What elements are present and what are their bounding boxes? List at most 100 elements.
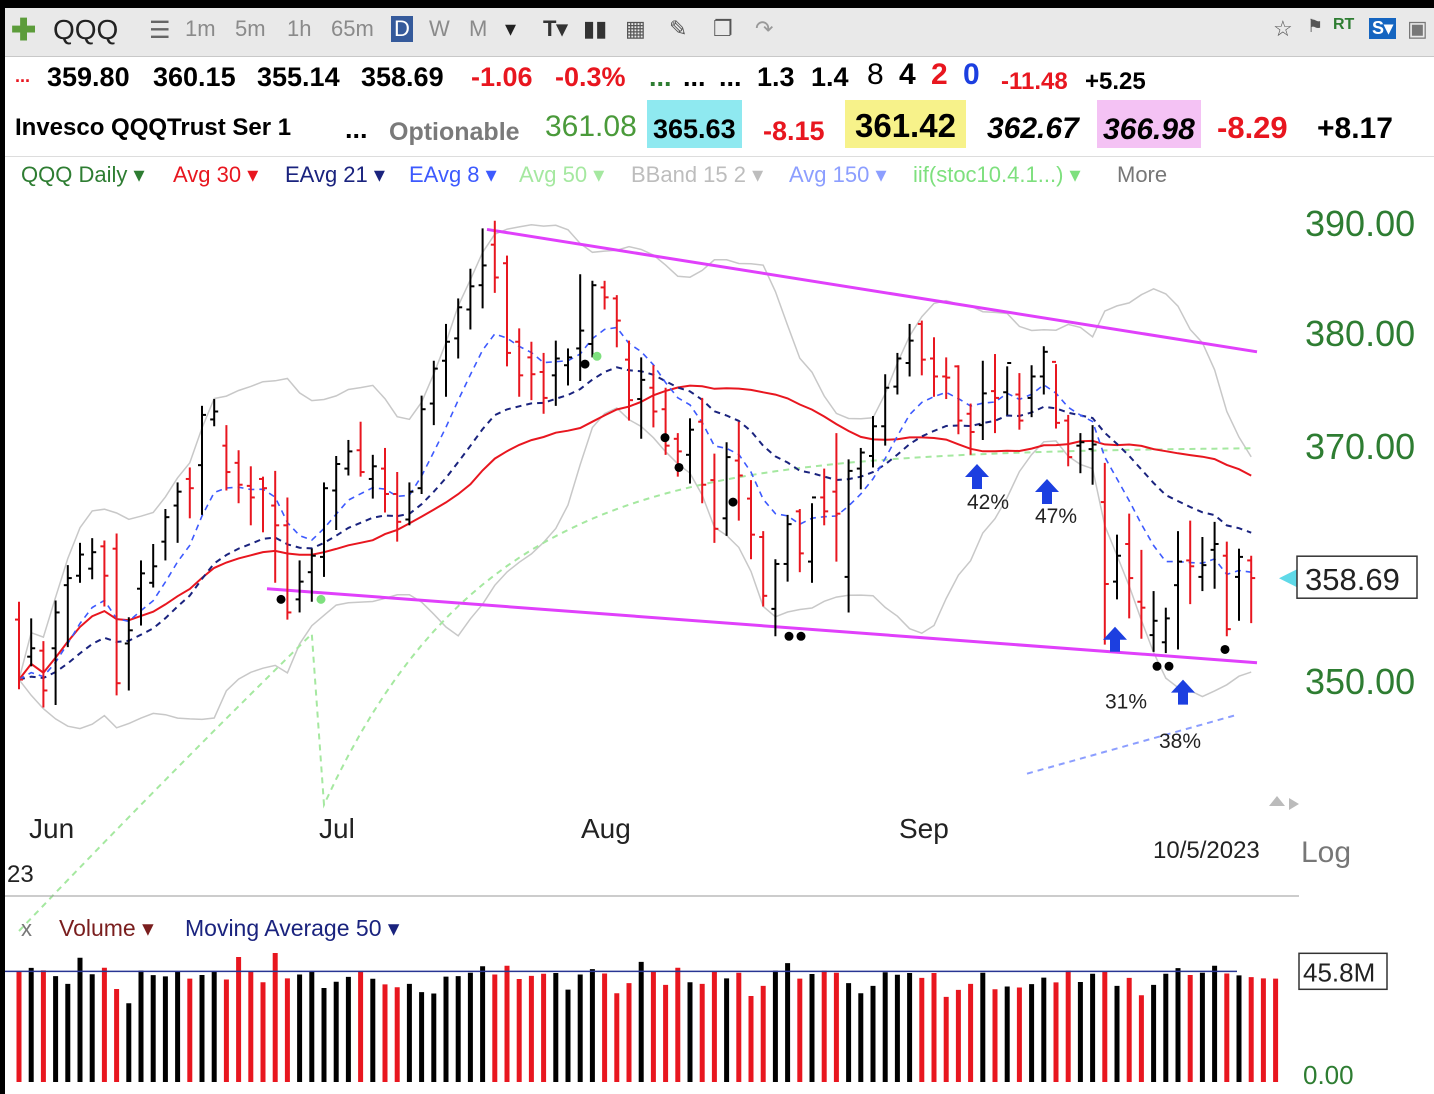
signal-dot [276, 594, 286, 604]
quote-change-pct: -0.3% [555, 62, 626, 92]
price-chart[interactable]: 42% 47% 31% 38% 390.00 380.00 370.00 350.00 358.… [5, 194, 1434, 1094]
quote-price-7: -8.29 [1217, 110, 1288, 145]
quote-price-1: 361.08 [545, 110, 637, 143]
quote-low: 355.14 [257, 62, 340, 92]
annotation-1: 47% [1035, 505, 1077, 528]
price-tick-380.00: 380.00 [1305, 313, 1415, 354]
last-price-marker-icon [1279, 569, 1297, 588]
overlay-2[interactable]: EAvg 21 ▾ [285, 162, 385, 187]
date-label: 10/5/2023 [1153, 837, 1260, 864]
x-month-Sep: Sep [899, 813, 949, 844]
quote-count-4: 4 [899, 58, 916, 91]
quote-value-2: 1.4 [811, 62, 849, 92]
quote-price-2: 365.63 [647, 100, 742, 148]
volume-ma-title: Moving Average 50 ▾ [185, 915, 400, 941]
chart-window: ✚ QQQ ☰ 1m 5m 1h 65m D W M ▾ T▾ ▮▮ ▦ ✎ ❐… [5, 8, 1434, 1094]
period-weekly[interactable]: W [429, 16, 450, 41]
quote-open: 359.80 [47, 62, 130, 92]
annotation-0: 42% [967, 491, 1009, 514]
price-tick-350.00: 350.00 [1305, 661, 1415, 702]
bar-style-icon[interactable]: ▮▮ [583, 16, 608, 41]
quote-count-8: 8 [867, 58, 884, 91]
overlay-1[interactable]: Avg 30 ▾ [173, 162, 259, 187]
x-month-Aug: Aug [581, 813, 631, 844]
blue-arrow-icon [1035, 478, 1059, 504]
signal-dot [592, 351, 602, 361]
quote-dots: ... [683, 62, 706, 92]
scroll-arrows-icon [1269, 796, 1299, 810]
layers-icon[interactable]: ❐ [713, 16, 733, 41]
symbol-label[interactable]: QQQ [53, 14, 119, 45]
signal-dot [796, 631, 806, 641]
interval-5m[interactable]: 5m [235, 16, 266, 41]
overlay-6[interactable]: Avg 150 ▾ [789, 162, 887, 187]
pencil-icon[interactable]: ✎ [669, 16, 688, 41]
blue-arrow-icon [965, 464, 989, 490]
quote-dots: ... [719, 62, 742, 92]
drag-handle-icon[interactable]: ☰ [149, 17, 171, 44]
annotation-3: 38% [1159, 730, 1201, 753]
period-dropdown-icon[interactable]: ▾ [505, 16, 517, 41]
quote-price-5: 362.67 [987, 112, 1079, 145]
volume-ma-box [1298, 952, 1388, 991]
annotation-2: 31% [1105, 691, 1147, 714]
bollinger-upper [18, 224, 1252, 680]
quote-price-3: -8.15 [763, 116, 825, 146]
signal-dot [728, 497, 738, 507]
x-month-Jul: Jul [319, 813, 355, 844]
overlay-3[interactable]: EAvg 8 ▾ [409, 162, 497, 187]
signal-dot [660, 433, 670, 443]
quote-value-1: 1.3 [757, 62, 795, 92]
toolbar: ✚ QQQ ☰ 1m 5m 1h 65m D W M ▾ T▾ ▮▮ ▦ ✎ ❐… [5, 8, 1434, 57]
interval-1m[interactable]: 1m [185, 16, 216, 41]
blue-arrow-icon [1103, 626, 1127, 652]
period-monthly[interactable]: M [469, 16, 488, 41]
quote-dots: ... [345, 114, 368, 144]
upper-trendline [486, 227, 1258, 354]
price-tick-370.00: 370.00 [1305, 426, 1415, 467]
avg50-line [18, 447, 1252, 932]
volume-ma-value: 45.8M [1303, 957, 1375, 987]
signal-dot [674, 462, 684, 472]
save-icon[interactable]: ▣ [1407, 16, 1428, 41]
quote-price-4: 361.42 [845, 100, 966, 148]
signal-dot [1164, 661, 1174, 671]
lower-trendline [266, 587, 1258, 665]
interval-1h[interactable]: 1h [287, 16, 312, 41]
price-tick-390.00: 390.00 [1305, 203, 1415, 244]
bollinger-lower [18, 407, 1252, 730]
stock-menu-icon[interactable]: S▾ [1369, 18, 1397, 39]
last-price-label: 358.69 [1305, 562, 1400, 597]
quote-dots: ... [15, 66, 31, 86]
interval-65m[interactable]: 65m [331, 16, 374, 41]
text-tool-icon[interactable]: T▾ [543, 16, 568, 41]
eavg8-line [18, 326, 1252, 681]
overlay-0[interactable]: QQQ Daily ▾ [21, 162, 145, 187]
overlay-4[interactable]: Avg 50 ▾ [519, 162, 605, 187]
realtime-icon[interactable]: RT [1333, 16, 1355, 33]
signal-dot [784, 631, 794, 641]
calculator-icon[interactable]: ▦ [625, 16, 646, 41]
star-icon[interactable]: ☆ [1273, 16, 1293, 41]
log-scale-label: Log [1301, 836, 1351, 869]
quote-price-8: +8.17 [1317, 112, 1393, 145]
flag-icon[interactable]: ⚑ [1307, 16, 1324, 36]
quote-change: -1.06 [471, 62, 533, 92]
quote-row-2: Invesco QQQTrust Ser 1 ... Optionable 36… [5, 100, 1434, 152]
add-symbol-icon[interactable]: ✚ [11, 14, 37, 47]
quote-high: 360.15 [153, 62, 236, 92]
signal-dot [580, 359, 590, 369]
quote-metric-1: -11.48 [1001, 68, 1068, 95]
signal-dot [316, 594, 326, 604]
x-month-Jun: Jun [29, 813, 74, 844]
more-overlays-button[interactable]: More [1117, 162, 1168, 187]
share-icon[interactable]: ↷ [755, 16, 774, 41]
overlay-7[interactable]: iif(stoc10.4.1...) ▾ [913, 162, 1081, 187]
period-daily[interactable]: D [391, 16, 413, 42]
quote-row-1: ... 359.80 360.15 355.14 358.69 -1.06 -0… [5, 58, 1434, 102]
quote-metric-2: +5.25 [1085, 68, 1146, 95]
volume-zero-label: 0.00 [1303, 1060, 1354, 1090]
optionable-label: Optionable [389, 118, 520, 146]
overlay-5[interactable]: BBand 15 2 ▾ [631, 162, 764, 187]
volume-title: Volume ▾ [59, 915, 154, 941]
